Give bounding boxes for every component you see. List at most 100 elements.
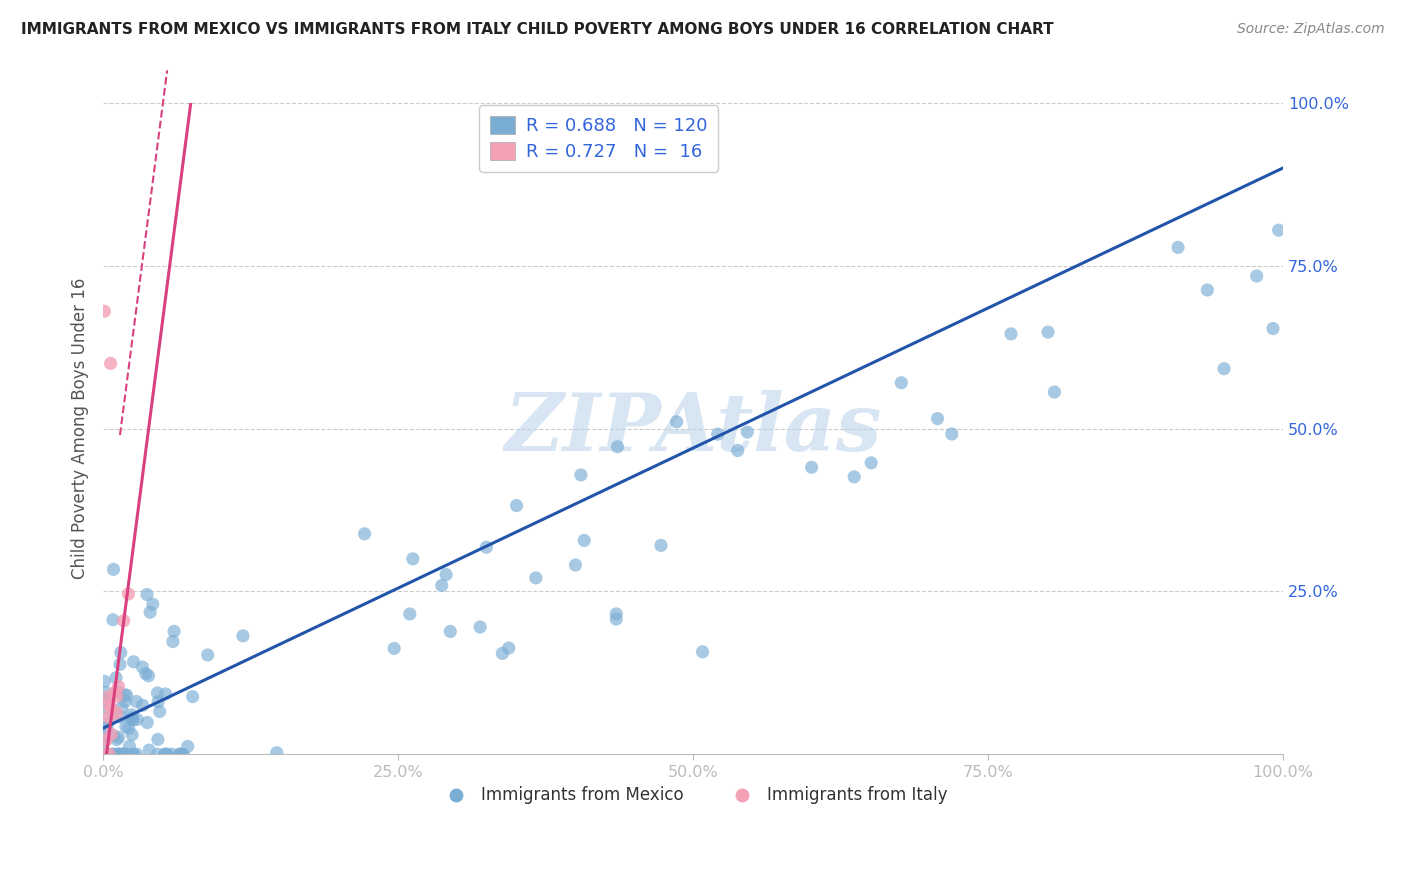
Point xyxy=(114,688,136,702)
Point xyxy=(115,688,138,702)
Point xyxy=(100,701,122,715)
Point xyxy=(103,747,125,762)
Point xyxy=(382,641,405,656)
Point xyxy=(125,747,148,762)
Point xyxy=(100,356,122,370)
Point xyxy=(94,733,117,747)
Point xyxy=(706,427,728,442)
Point xyxy=(402,552,425,566)
Point xyxy=(505,499,527,513)
Point xyxy=(112,747,135,762)
Point xyxy=(100,727,122,741)
Point xyxy=(118,739,141,754)
Point xyxy=(146,732,169,747)
Point xyxy=(114,747,136,762)
Point xyxy=(1197,283,1219,297)
Point xyxy=(181,690,204,704)
Point xyxy=(153,747,176,762)
Point xyxy=(491,647,513,661)
Point xyxy=(121,747,143,762)
Point xyxy=(146,695,169,709)
Point xyxy=(162,634,184,648)
Point xyxy=(94,747,117,762)
Point xyxy=(1246,268,1268,283)
Point xyxy=(135,666,157,681)
Point xyxy=(97,710,120,724)
Point xyxy=(101,747,124,762)
Point xyxy=(142,597,165,611)
Point xyxy=(111,747,134,762)
Point xyxy=(439,624,461,639)
Point xyxy=(163,624,186,639)
Point xyxy=(468,620,491,634)
Point xyxy=(93,747,115,762)
Point xyxy=(120,711,142,725)
Point xyxy=(860,456,883,470)
Point xyxy=(800,460,823,475)
Point xyxy=(118,721,141,735)
Point xyxy=(169,747,191,762)
Point xyxy=(110,710,132,724)
Point xyxy=(232,629,254,643)
Point xyxy=(131,698,153,713)
Point xyxy=(692,645,714,659)
Point xyxy=(127,713,149,727)
Point xyxy=(121,728,143,742)
Point xyxy=(122,655,145,669)
Point xyxy=(136,715,159,730)
Point xyxy=(114,695,136,709)
Point xyxy=(524,571,547,585)
Point xyxy=(101,613,124,627)
Point xyxy=(650,538,672,552)
Point xyxy=(727,443,749,458)
Point xyxy=(177,739,200,754)
Point xyxy=(97,696,120,710)
Point xyxy=(605,607,627,621)
Point xyxy=(107,680,129,694)
Point xyxy=(941,427,963,442)
Point xyxy=(266,746,288,760)
Point xyxy=(108,657,131,672)
Point xyxy=(146,747,169,762)
Point xyxy=(475,540,498,554)
Point xyxy=(93,304,115,318)
Point xyxy=(169,747,191,762)
Text: ZIPAtlas: ZIPAtlas xyxy=(505,390,882,467)
Point xyxy=(105,732,128,747)
Point xyxy=(430,578,453,592)
Point xyxy=(93,702,115,716)
Legend: Immigrants from Mexico, Immigrants from Italy: Immigrants from Mexico, Immigrants from … xyxy=(432,780,953,811)
Point xyxy=(665,415,688,429)
Point xyxy=(93,729,115,743)
Y-axis label: Child Poverty Among Boys Under 16: Child Poverty Among Boys Under 16 xyxy=(72,277,89,579)
Point xyxy=(93,691,115,706)
Point xyxy=(110,747,132,762)
Point xyxy=(107,747,129,762)
Point xyxy=(139,605,162,619)
Point xyxy=(149,705,172,719)
Point xyxy=(735,425,758,439)
Point xyxy=(98,747,121,762)
Point xyxy=(131,660,153,674)
Point xyxy=(434,567,457,582)
Text: IMMIGRANTS FROM MEXICO VS IMMIGRANTS FROM ITALY CHILD POVERTY AMONG BOYS UNDER 1: IMMIGRANTS FROM MEXICO VS IMMIGRANTS FRO… xyxy=(21,22,1053,37)
Point xyxy=(844,470,866,484)
Point xyxy=(136,587,159,601)
Point xyxy=(105,690,128,704)
Point xyxy=(569,467,592,482)
Point xyxy=(98,698,121,713)
Point xyxy=(353,526,375,541)
Point xyxy=(107,747,129,762)
Point xyxy=(160,747,183,762)
Point xyxy=(398,607,420,621)
Point xyxy=(105,671,128,685)
Point xyxy=(172,747,194,762)
Point xyxy=(112,747,135,762)
Point xyxy=(93,674,115,689)
Point xyxy=(117,587,139,601)
Point xyxy=(107,731,129,745)
Point xyxy=(115,720,138,734)
Point xyxy=(1000,326,1022,341)
Point xyxy=(114,747,136,762)
Point xyxy=(121,712,143,726)
